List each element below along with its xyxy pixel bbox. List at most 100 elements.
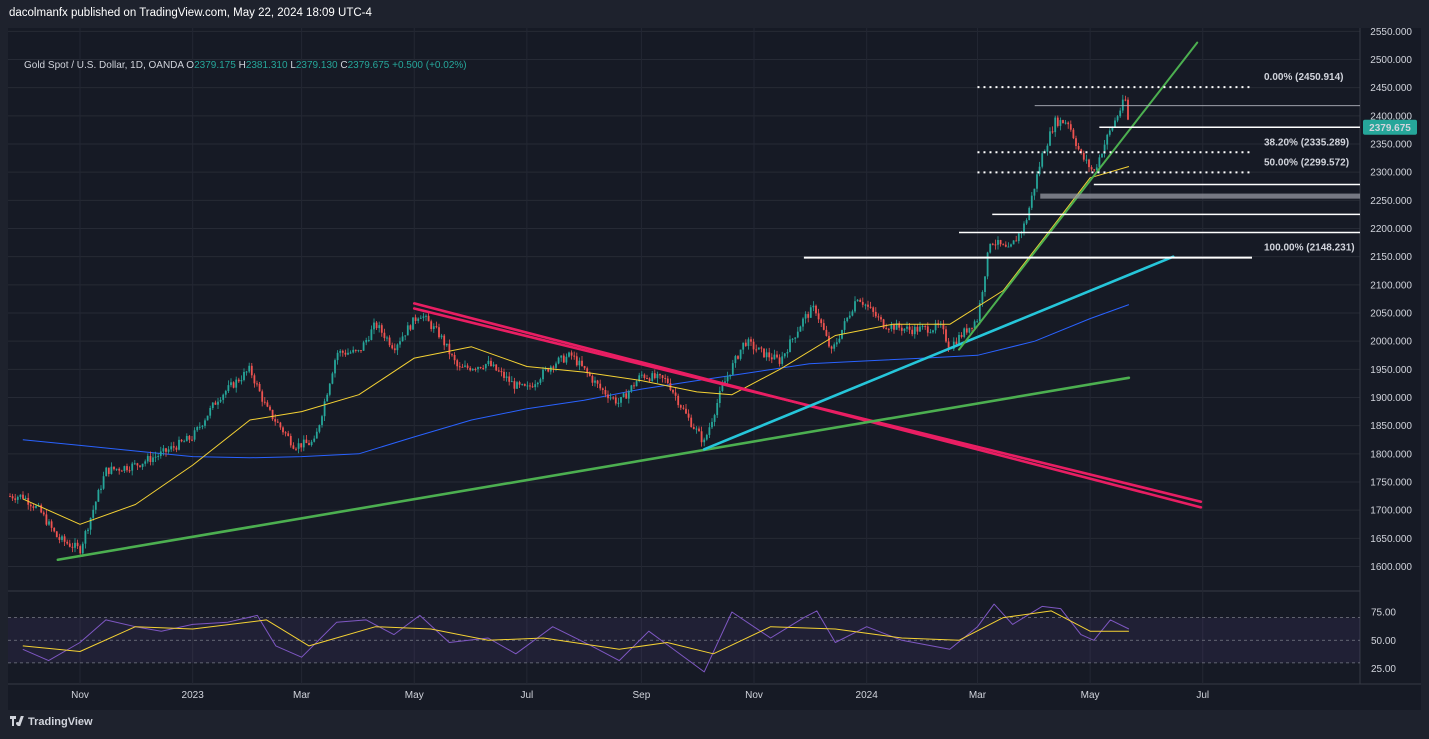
candle-body <box>388 337 391 346</box>
candle-body <box>435 326 438 328</box>
candle-body <box>976 321 979 323</box>
candle-body <box>859 299 862 302</box>
tradingview-logo[interactable]: TradingView <box>10 716 93 728</box>
candle-body <box>640 374 643 376</box>
candle-body <box>555 363 557 368</box>
candle-body <box>375 322 378 329</box>
price-axis[interactable]: 2550.000 2500.000 2450.000 2400.000 2350.000… <box>1363 28 1417 675</box>
time-tick: Nov <box>745 690 763 701</box>
candle-body <box>960 334 963 337</box>
candle-body <box>471 368 474 371</box>
candle-body <box>107 467 110 474</box>
candle-body <box>822 323 825 330</box>
fibonacci-levels[interactable]: 0.00% (2450.914) 38.20% (2335.289) 50.00% … <box>803 72 1355 259</box>
candle-body <box>994 244 997 246</box>
time-tick: Sep <box>632 690 650 701</box>
candle-body <box>74 542 76 548</box>
candle-body <box>76 542 79 547</box>
candle-body <box>66 541 69 544</box>
candle-body <box>973 321 976 329</box>
trendlines[interactable] <box>56 41 1203 562</box>
open-label: O <box>186 60 195 71</box>
candle-body <box>1038 166 1041 175</box>
low-value: 2379.130 <box>295 60 338 71</box>
candle-body <box>856 299 859 302</box>
candle-body <box>102 476 105 489</box>
candle-body <box>646 378 648 380</box>
candle-body <box>235 379 238 388</box>
candle-body <box>276 421 279 423</box>
candle-body <box>282 427 284 433</box>
candle-body <box>386 337 388 339</box>
candle-body <box>438 327 440 338</box>
candle-body <box>461 366 464 368</box>
candle-body <box>1002 244 1005 246</box>
candle-body <box>648 378 651 382</box>
candle-body <box>19 494 22 497</box>
horizontal-levels[interactable] <box>958 105 1360 234</box>
candle-body <box>152 457 154 462</box>
candle-body <box>804 314 807 319</box>
candle-body <box>9 496 11 498</box>
candle-body <box>791 338 794 340</box>
candle-body <box>997 240 999 245</box>
candle-body <box>396 344 399 351</box>
candle-body <box>971 327 973 329</box>
candle-body <box>893 324 895 330</box>
candle-body <box>22 494 24 499</box>
candle-body <box>895 323 898 330</box>
candle-body <box>534 384 537 388</box>
candle-body <box>747 339 750 346</box>
candle-body <box>464 365 466 367</box>
candle-body <box>981 292 984 304</box>
candle-body <box>945 329 947 342</box>
candle-body <box>362 342 365 351</box>
candle-body <box>627 391 630 399</box>
sma-50-line <box>22 166 1130 525</box>
candle-body <box>477 367 479 370</box>
candle-body <box>651 373 654 382</box>
candle-body <box>783 353 786 357</box>
candle-body <box>588 372 591 376</box>
candle-body <box>638 375 641 382</box>
candle-body <box>354 349 357 351</box>
time-tick: 2023 <box>182 690 205 701</box>
candle-body <box>1049 131 1051 146</box>
candle-body <box>58 537 61 540</box>
candle-body <box>604 390 607 395</box>
candle-body <box>198 426 201 428</box>
candle-body <box>453 354 456 361</box>
candle-body <box>721 384 724 391</box>
candle-body <box>185 435 188 442</box>
candle-body <box>380 325 383 333</box>
candle-body <box>703 439 706 443</box>
candle-body <box>711 421 713 428</box>
candle-body <box>123 466 126 471</box>
high-value: 2381.310 <box>245 60 288 71</box>
candle-body <box>157 455 160 457</box>
candle-body <box>965 328 968 333</box>
candle-body <box>609 397 612 399</box>
candle-body <box>469 367 472 371</box>
candle-body <box>334 360 336 374</box>
candle-body <box>596 380 599 384</box>
candle-body <box>1004 244 1007 247</box>
candle-body <box>742 342 745 350</box>
candle-body <box>1007 246 1010 248</box>
candle-body <box>586 368 589 373</box>
candle-body <box>861 301 864 305</box>
candle-body <box>952 341 955 349</box>
candle-body <box>154 456 157 458</box>
candle-body <box>188 435 191 440</box>
time-axis[interactable]: Nov 2023 Mar May Jul Sep Nov 2024 Mar May Jul <box>71 690 1209 701</box>
candle-body <box>731 363 734 375</box>
candle-body <box>360 350 362 352</box>
chart-area[interactable]: 0.00% (2450.914) 38.20% (2335.289) 50.00% … <box>8 28 1421 710</box>
chart-canvas[interactable]: 0.00% (2450.914) 38.20% (2335.289) 50.00% … <box>8 28 1421 710</box>
candle-body <box>986 252 989 277</box>
candle-body <box>417 318 420 321</box>
candle-body <box>497 370 500 372</box>
candle-body <box>692 427 695 429</box>
candle-body <box>807 314 810 318</box>
sma-50-path <box>22 166 1130 525</box>
